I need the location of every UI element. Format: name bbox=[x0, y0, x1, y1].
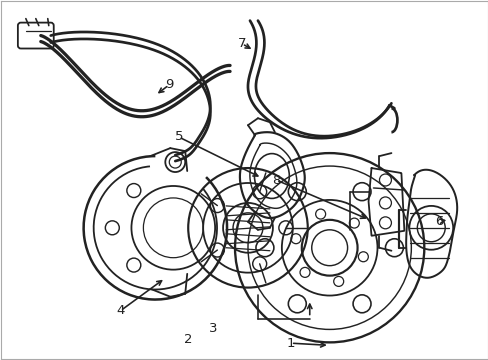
Text: 1: 1 bbox=[286, 337, 294, 350]
Text: 2: 2 bbox=[184, 333, 192, 346]
Text: 8: 8 bbox=[271, 174, 280, 186]
Text: 3: 3 bbox=[208, 322, 217, 335]
Text: 9: 9 bbox=[164, 78, 173, 91]
Text: 4: 4 bbox=[116, 305, 124, 318]
Text: 7: 7 bbox=[237, 37, 246, 50]
Text: 6: 6 bbox=[434, 215, 443, 228]
Text: 5: 5 bbox=[174, 130, 183, 144]
